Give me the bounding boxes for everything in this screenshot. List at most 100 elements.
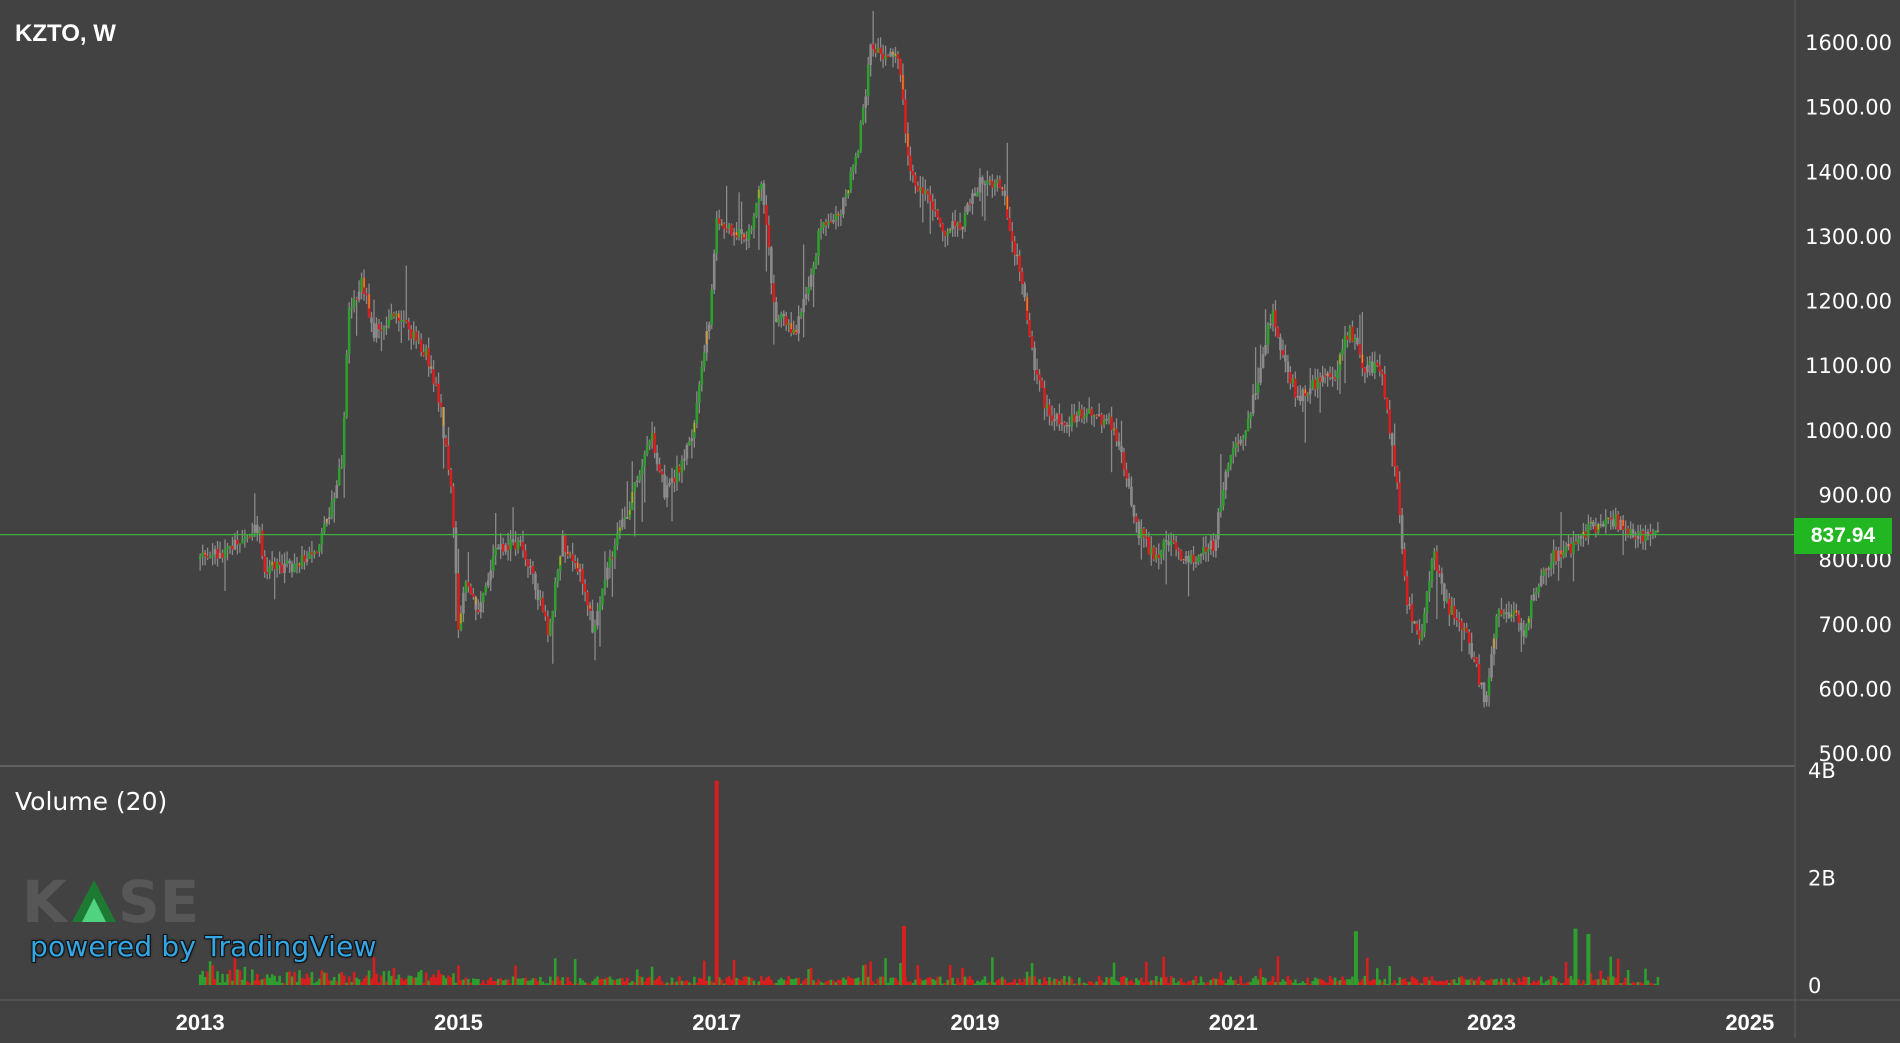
volume-bar [606,977,609,985]
ohlc-bar [752,216,756,229]
volume-bar [1562,982,1565,985]
ohlc-bar [1150,547,1153,555]
ohlc-bar [1395,466,1399,483]
ohlc-bar [541,597,545,612]
powered-by-tradingview[interactable]: powered by TradingView [30,930,377,963]
ohlc-accent [949,229,951,231]
volume-bar [467,979,470,985]
volume-bar [799,983,803,985]
ohlc-bar [417,339,421,341]
volume-bar [1023,978,1026,985]
volume-bar [395,979,398,985]
volume-bar [899,963,902,985]
volume-bar [1631,982,1635,985]
volume-bar [414,977,418,985]
ohlc-bar [335,485,339,499]
volume-bar [477,978,480,985]
volume-bar [1102,982,1106,985]
ohlc-accent [475,596,477,605]
volume-bar [814,982,818,985]
volume-bar [1202,982,1205,985]
ohlc-accent [629,510,631,515]
volume-bar [1497,981,1501,985]
volume-bar [621,978,624,985]
volume-bar [921,980,925,985]
volume-bar [742,976,746,985]
ohlc-bar [382,327,386,331]
volume-bar [991,957,994,985]
ohlc-bar [385,325,388,328]
volume-bar [732,959,736,985]
volume-bar [1065,981,1069,985]
ohlc-bar [1157,554,1161,559]
volume-bar [1398,977,1401,985]
ohlc-accent [735,232,738,236]
volume-bar [782,979,786,985]
volume-bar [973,983,977,985]
ohlc-bar [924,190,927,194]
volume-bar [700,978,704,985]
ohlc-bar [1534,592,1538,595]
volume-bar [1510,978,1513,985]
volume-bar [1371,979,1374,985]
volume-bar [1159,977,1163,985]
ohlc-accent [1515,610,1517,613]
ohlc-bar [479,602,483,613]
volume-bar [1229,976,1233,985]
volume-bar [951,977,954,985]
volume-bar [1599,970,1603,985]
volume-bar [404,978,408,985]
ohlc-bar [1130,486,1133,506]
volume-bar [1241,983,1245,985]
volume-bar [499,978,502,985]
volume-bar [1577,979,1580,985]
volume-bar [1249,981,1252,985]
volume-bar [407,975,411,985]
volume-bar [1239,976,1243,985]
volume-bar [529,980,532,985]
ohlc-accent [837,214,839,216]
ohlc-bar [221,552,224,558]
volume-bar [817,979,820,985]
volume-bar [924,979,927,985]
volume-bar [1127,981,1131,985]
ohlc-bar [1371,361,1374,373]
ohlc-bar [638,474,642,481]
volume-bar [501,980,505,985]
ohlc-bar [1296,396,1300,398]
volume-bar [827,980,830,985]
ohlc-bar [1457,620,1461,622]
ohlc-accent [1327,373,1329,376]
volume-bar [1264,978,1267,985]
ohlc-bar [1172,540,1175,543]
volume-bar [1236,983,1240,985]
volume-bar [1107,978,1111,985]
volume-bar [797,977,800,985]
ohlc-bar [1100,414,1103,425]
ohlc-bar [491,555,495,571]
volume-bar [683,981,686,985]
ohlc-bar [621,519,624,528]
ohlc-bar [690,438,694,442]
ohlc-bar [745,239,748,241]
ohlc-bar [563,535,567,552]
ohlc-bar [737,229,741,238]
ohlc-bar [320,532,324,545]
ohlc-bar [1068,424,1071,427]
volume-bar [1492,979,1496,985]
ohlc-bar [1207,548,1210,552]
volume-bar [1552,976,1555,985]
ohlc-bar [1475,657,1478,664]
volume-bar [725,977,728,985]
volume-bar [1110,976,1113,985]
volume-bar [377,982,381,985]
price-tick-label: 500.00 [1819,742,1892,766]
volume-bar [320,970,324,985]
volume-bar [1254,976,1257,985]
ohlc-bar [648,440,651,446]
volume-bar [315,981,319,985]
ohlc-bar [747,228,751,240]
ohlc-bar [640,466,644,475]
ohlc-bar [1028,320,1031,337]
ohlc-bar [337,467,341,486]
